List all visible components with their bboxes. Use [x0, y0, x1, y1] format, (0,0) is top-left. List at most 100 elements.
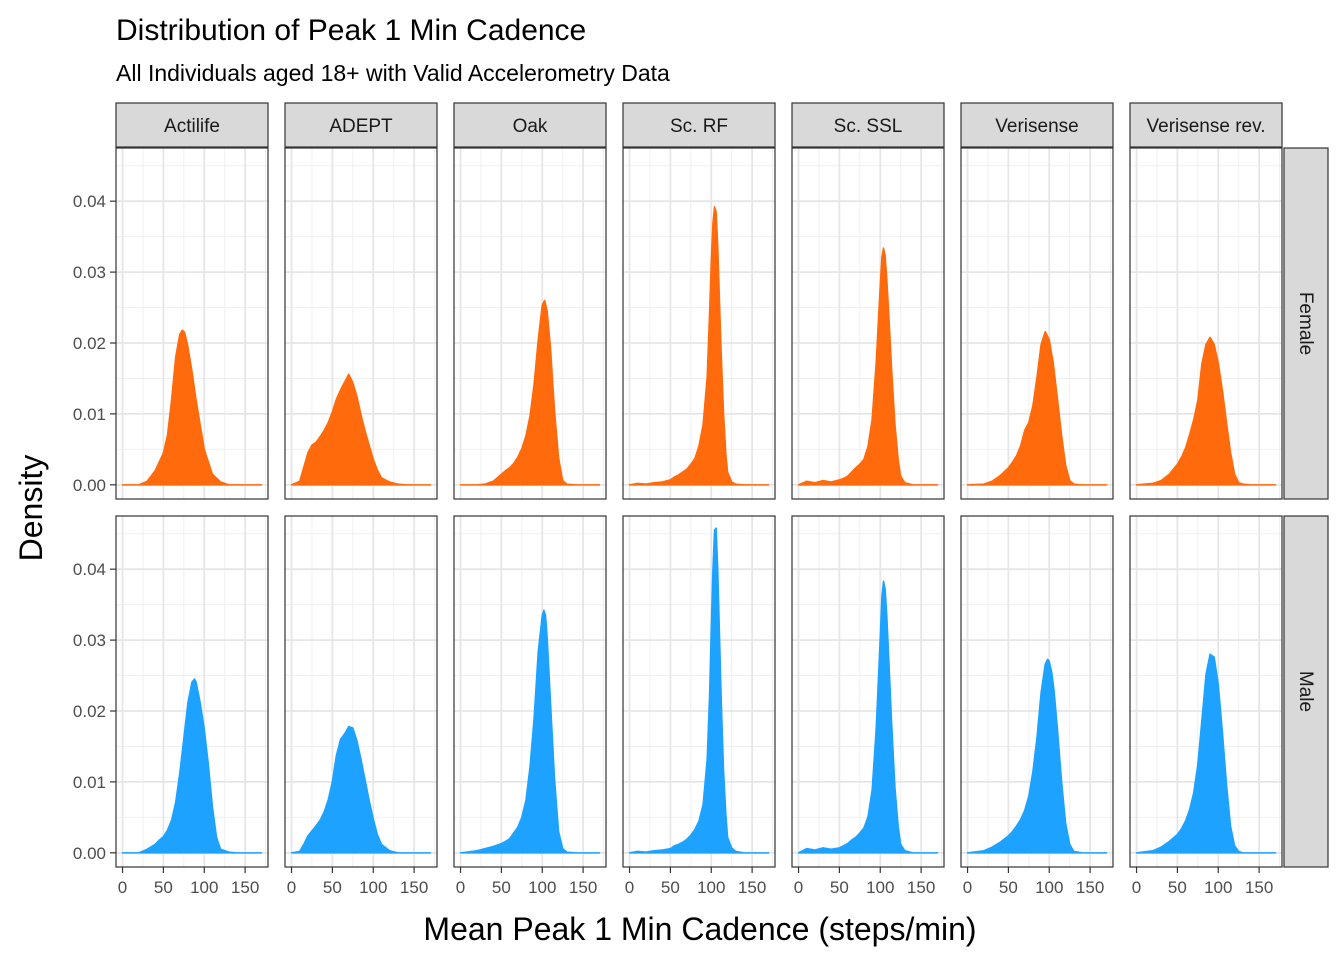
strip-actilife	[115, 102, 269, 148]
panel-male-adept	[284, 515, 438, 868]
density-area-female-sc-ssl	[797, 247, 939, 486]
strip-oak	[453, 102, 607, 148]
panel-border	[453, 515, 607, 868]
panel-border	[1129, 515, 1283, 868]
density-area-male-adept	[290, 725, 432, 854]
panel-border	[284, 147, 438, 500]
y-tick-label: 0.03	[73, 263, 106, 282]
panel-female-adept	[284, 147, 438, 500]
x-tick-label: 150	[1076, 878, 1104, 897]
panel-border	[960, 515, 1114, 868]
density-area-female-adept	[290, 373, 432, 486]
x-tick-label: 0	[287, 878, 296, 897]
strip-sc-rf	[622, 102, 776, 148]
x-tick-label: 100	[359, 878, 387, 897]
chart-subtitle: All Individuals aged 18+ with Valid Acce…	[116, 60, 670, 86]
panel-female-verisense-rev	[1129, 147, 1283, 500]
strip-male	[1283, 515, 1329, 868]
strip-label-actilife: Actilife	[164, 116, 220, 137]
y-tick-label: 0.04	[73, 560, 106, 579]
panel-background	[623, 516, 775, 867]
panel-border	[791, 147, 945, 500]
y-tick-label: 0.01	[73, 405, 106, 424]
x-tick-label: 50	[492, 878, 511, 897]
panel-female-sc-rf	[622, 147, 776, 500]
x-tick-label: 0	[456, 878, 465, 897]
x-tick-label: 100	[1035, 878, 1063, 897]
strip-label-sc-rf: Sc. RF	[670, 116, 728, 137]
strip-label-verisense: Verisense	[995, 116, 1078, 137]
density-area-male-actilife	[121, 678, 263, 854]
strip-adept	[284, 102, 438, 148]
x-tick-label: 50	[999, 878, 1018, 897]
panel-border	[791, 515, 945, 868]
panel-male-verisense	[960, 515, 1114, 868]
x-tick-label: 0	[118, 878, 127, 897]
density-area-female-actilife	[121, 329, 263, 486]
panel-border	[622, 515, 776, 868]
strip-label-oak: Oak	[513, 116, 548, 137]
panel-female-actilife	[115, 147, 269, 500]
panel-male-oak	[453, 515, 607, 868]
panel-background	[623, 148, 775, 499]
y-tick-label: 0.00	[73, 844, 106, 863]
density-area-female-verisense	[966, 330, 1108, 486]
panel-female-verisense	[960, 147, 1114, 500]
x-tick-label: 50	[830, 878, 849, 897]
strip-label-adept: ADEPT	[329, 116, 393, 137]
strip-verisense	[960, 102, 1114, 148]
y-tick-label: 0.02	[73, 334, 106, 353]
panel-border	[1129, 147, 1283, 500]
chart-title: Distribution of Peak 1 Min Cadence	[116, 14, 586, 47]
panel-border	[453, 147, 607, 500]
x-tick-label: 50	[154, 878, 173, 897]
panel-border	[284, 515, 438, 868]
y-tick-label: 0.03	[73, 631, 106, 650]
x-tick-label: 150	[569, 878, 597, 897]
x-tick-label: 100	[1204, 878, 1232, 897]
panel-background	[792, 516, 944, 867]
x-tick-label: 150	[1245, 878, 1273, 897]
y-tick-label: 0.00	[73, 476, 106, 495]
strip-sc-ssl	[791, 102, 945, 148]
density-area-male-oak	[459, 609, 601, 854]
x-tick-label: 50	[661, 878, 680, 897]
y-tick-label: 0.01	[73, 773, 106, 792]
panel-border	[622, 147, 776, 500]
y-tick-label: 0.02	[73, 702, 106, 721]
density-area-female-sc-rf	[628, 206, 770, 486]
x-tick-label: 100	[190, 878, 218, 897]
density-area-male-verisense	[966, 658, 1108, 854]
strip-label-female: Female	[1295, 292, 1316, 355]
x-tick-label: 150	[738, 878, 766, 897]
strip-label-sc-ssl: Sc. SSL	[834, 116, 903, 137]
panel-background	[792, 148, 944, 499]
panel-border	[115, 147, 269, 500]
y-axis-title: Density	[13, 455, 49, 562]
density-area-male-sc-rf	[628, 527, 770, 854]
x-tick-label: 0	[963, 878, 972, 897]
density-area-male-verisense-rev	[1135, 653, 1277, 854]
panel-male-sc-rf	[622, 515, 776, 868]
facet-grid: Actilife ADEPT Oak Sc. RF Sc. SSL Verisense Ve…	[73, 102, 1329, 897]
panel-male-actilife	[115, 515, 269, 868]
density-area-female-verisense-rev	[1135, 336, 1277, 486]
panel-border	[960, 147, 1114, 500]
x-axis-title: Mean Peak 1 Min Cadence (steps/min)	[423, 911, 976, 947]
strip-label-male: Male	[1295, 671, 1316, 712]
y-tick-label: 0.04	[73, 192, 106, 211]
panel-female-sc-ssl	[791, 147, 945, 500]
strip-female	[1283, 147, 1329, 500]
x-tick-label: 50	[1168, 878, 1187, 897]
x-tick-label: 0	[625, 878, 634, 897]
strip-label-verisense-rev: Verisense rev.	[1147, 116, 1266, 137]
density-area-male-sc-ssl	[797, 580, 939, 854]
x-tick-label: 150	[231, 878, 259, 897]
panel-border	[115, 515, 269, 868]
panel-female-oak	[453, 147, 607, 500]
density-area-female-oak	[459, 299, 601, 486]
x-tick-label: 100	[697, 878, 725, 897]
x-tick-label: 100	[528, 878, 556, 897]
strip-verisense-rev	[1129, 102, 1283, 148]
